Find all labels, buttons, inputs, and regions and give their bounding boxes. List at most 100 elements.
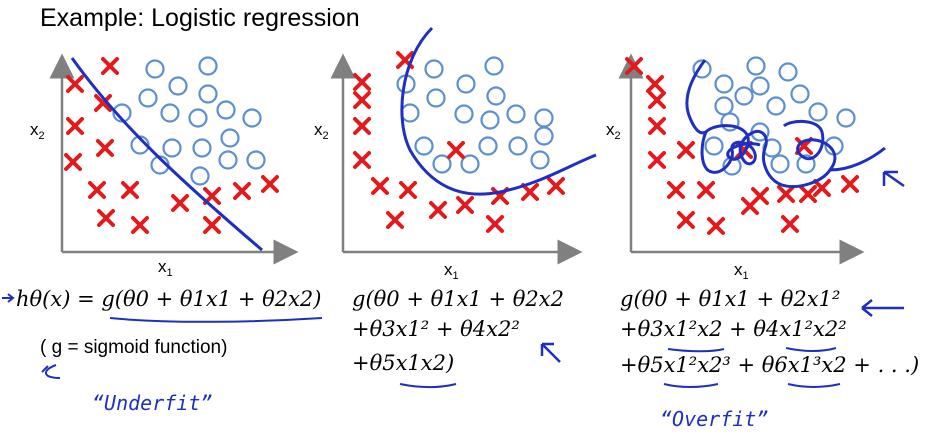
circle-point	[424, 59, 444, 79]
hypothesis-formula: hθ(x) = g(θ0 + θ1x1 + θ2x2)	[16, 287, 321, 311]
formula-overfit: g(θ0 + θ1x1 + θ2x1² +θ3x1²x2 + θ4x1²x2² …	[620, 287, 919, 431]
cross-point	[646, 75, 664, 93]
cross-point	[94, 94, 112, 112]
cross-point	[399, 181, 417, 199]
formula-line-1: g(θ0 + θ1x1 + θ2x2	[352, 287, 564, 311]
circle-point	[218, 150, 238, 170]
formula-line-1: g(θ0 + θ1x1 + θ2x1²	[620, 287, 840, 311]
formula-line-3: +θ5x1x2)	[352, 351, 454, 375]
circle-point	[432, 154, 452, 174]
cross-point	[96, 139, 114, 157]
cross-point	[64, 153, 82, 171]
circle-point	[145, 59, 165, 79]
cross-point	[648, 117, 666, 135]
formula-line-2: +θ3x1² + θ4x2²	[352, 317, 520, 341]
circle-point	[426, 88, 446, 108]
circle-point	[808, 102, 828, 122]
formula-quadratic: g(θ0 + θ1x1 + θ2x2 +θ3x1² + θ4x2² +θ5x1x…	[352, 287, 564, 388]
circle-point	[460, 154, 480, 174]
circle-point	[414, 136, 434, 156]
circle-point	[486, 86, 506, 106]
slide-title: Example: Logistic regression	[40, 4, 360, 32]
panel-just-right: x2 x1	[314, 26, 597, 282]
circle-point	[508, 136, 528, 156]
cross-point	[667, 181, 685, 199]
cross-point	[88, 181, 106, 199]
circle-point	[188, 108, 208, 128]
circle-point	[220, 128, 240, 148]
y-axis-label: x2	[314, 120, 329, 142]
x-axis-label: x1	[734, 260, 749, 282]
y-axis-label: x2	[606, 120, 621, 142]
circle-point	[790, 84, 810, 104]
circle-point	[534, 126, 554, 146]
cross-point	[353, 73, 371, 91]
formula-line-3: +θ5x1²x2³ + θ6x1³x2 + . . .)	[620, 353, 919, 377]
circle-point	[138, 88, 158, 108]
formula-line-2: +θ3x1²x2 + θ4x1²x2²	[620, 317, 847, 341]
circle-point	[506, 104, 526, 124]
hand-underline	[399, 383, 457, 388]
circle-point	[530, 150, 550, 170]
cross-point	[97, 209, 115, 227]
circle-point	[766, 96, 786, 116]
cross-point	[429, 201, 447, 219]
cross-point	[353, 117, 371, 135]
decision-boundary-wiggly	[685, 59, 886, 188]
cross-point	[841, 175, 859, 193]
cross-point	[486, 215, 504, 233]
hand-arrow-icon	[882, 170, 905, 188]
circle-point	[796, 154, 816, 174]
cross-point	[521, 183, 539, 201]
circle-point	[734, 86, 754, 106]
x-axis-label: x1	[444, 260, 459, 282]
circle-point	[534, 108, 554, 128]
circle-point	[198, 56, 218, 76]
cross-point	[447, 141, 465, 159]
cross-point	[777, 185, 795, 203]
cross-point	[677, 211, 695, 229]
cross-point	[707, 217, 725, 235]
x-axis-label: x1	[158, 257, 173, 279]
cross-point	[353, 151, 371, 169]
cross-point	[456, 196, 474, 214]
hand-arrow-icon	[41, 364, 61, 379]
circle-point	[714, 96, 734, 116]
cross-point	[233, 182, 251, 200]
panel-underfit: x2 x1	[30, 53, 299, 279]
cross-point	[171, 194, 189, 212]
cross-point	[353, 91, 371, 109]
circle-point	[162, 138, 182, 158]
circle-point	[750, 76, 770, 96]
circle-point	[478, 136, 498, 156]
circle-point	[160, 103, 180, 123]
circle-point	[454, 104, 474, 124]
circle-point	[836, 108, 856, 128]
circle-point	[484, 56, 504, 76]
circle-point	[720, 112, 740, 132]
y-axis-label: x2	[30, 120, 45, 142]
cross-point	[648, 91, 666, 109]
cross-point	[547, 177, 565, 195]
cross-point	[121, 181, 139, 199]
circle-point	[198, 84, 218, 104]
cross-point	[371, 177, 389, 195]
cross-point	[203, 216, 221, 234]
cross-point	[677, 141, 695, 159]
circle-point	[400, 103, 420, 123]
data-points	[353, 51, 565, 233]
decision-boundary-quadratic	[400, 26, 597, 196]
hand-arrow-icon	[540, 342, 561, 363]
cross-point	[101, 57, 119, 75]
cross-point	[131, 216, 149, 234]
circle-point	[714, 74, 734, 94]
circle-point	[190, 166, 210, 186]
circle-point	[778, 62, 798, 82]
panel-overfit: x2 x1	[606, 53, 886, 282]
cross-point	[625, 57, 643, 75]
circle-point	[216, 100, 236, 120]
handwritten-underfit: “Underfit”	[92, 391, 212, 415]
circle-point	[456, 74, 476, 94]
